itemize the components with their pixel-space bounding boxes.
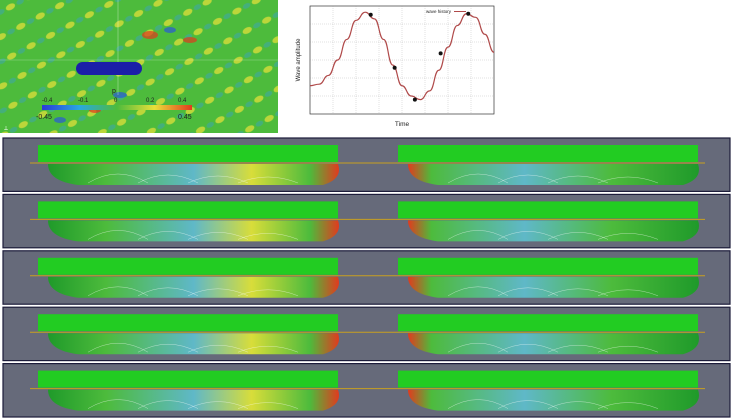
contour-line [497,400,559,409]
hull-left-pressure [48,389,339,411]
hull-right-pressure [408,164,699,185]
contour-line [597,289,659,296]
x-axis-label: Time [395,121,410,128]
contour-line [137,174,199,184]
series-line [309,11,495,101]
hull-left-pressure [48,164,339,185]
data-point [438,51,443,56]
hull-left-pressure [48,276,339,298]
data-point [412,97,417,102]
hull-left-deck [38,201,338,219]
colorbar [42,105,192,110]
contour-line [547,175,609,184]
tick-label: 0 [114,98,118,104]
contour-line [137,344,199,353]
contour-line [137,231,199,240]
hull-left-pressure [48,220,339,242]
data-point [392,65,397,70]
legend: wave history [426,9,466,14]
contour-line [237,176,299,184]
contour-line [547,401,609,409]
hull-left-pressure [48,333,339,355]
hull-right-deck [398,257,698,275]
contour-line [87,286,149,296]
hull-right-pressure [408,389,699,411]
tick-label: -0.1 [78,98,89,104]
contour-line [187,232,249,240]
hull-right-deck [398,370,698,388]
contour-line [497,344,559,353]
contour-line [87,173,149,184]
colorbar-max-label: 0.45 [178,114,192,121]
hull-right-deck [398,145,698,162]
wave-history-chart: wave history Time Wave amplitude [296,5,495,128]
contour-line [447,343,509,353]
contour-line [447,399,509,409]
hull-left-deck [38,314,338,332]
hull-right-pressure [408,276,699,298]
hull-left-deck [38,145,338,162]
y-axis-label: Wave amplitude [296,38,302,81]
contour-line [137,287,199,296]
contour-line [187,288,249,296]
hull-left-deck [38,257,338,275]
colorbar-min-label: -0.45 [36,114,52,121]
hull-right-pressure [408,333,699,355]
contour-line [597,346,659,353]
contour-line [187,345,249,353]
hull-left-deck [38,370,338,388]
snapshot-row [2,137,731,193]
hull-section [76,62,142,75]
contour-line [547,232,609,240]
contour-line [87,343,149,353]
colorbar-title: p [112,88,116,95]
tick-label: 0.2 [146,98,155,104]
contour-line [547,288,609,296]
contour-line [237,233,299,240]
pressure-field-panel: p -0.4 -0.1 0 0.2 0.4 -0.45 0.45 ⟂ [0,0,278,133]
contour-line [597,233,659,240]
hull-right-pressure [408,220,699,242]
contour-line [87,230,149,240]
snapshot-row [2,363,731,418]
contour-line [447,230,509,240]
contour-line [187,175,249,184]
contour-line [497,231,559,240]
hull-right-deck [398,201,698,219]
contour-line [447,173,509,184]
contour-line [237,402,299,409]
axes-triad-icon: ⟂ [4,125,8,132]
contour-line [497,287,559,296]
data-point [466,11,471,16]
legend-entry: wave history [426,9,452,14]
contour-line [597,402,659,409]
contour-line [187,401,249,409]
hull-right-deck [398,314,698,332]
contour-line [237,289,299,296]
data-point [368,12,373,17]
contour-line [87,399,149,409]
contour-line [137,400,199,409]
contour-line [597,176,659,184]
contour-line [497,174,559,184]
contour-line [547,345,609,353]
snapshot-row [2,193,731,249]
tick-label: 0.4 [178,98,187,104]
snapshot-row [2,306,731,362]
tick-label: -0.4 [42,98,53,104]
contour-line [237,346,299,353]
hull-snapshot-grid [2,137,731,418]
snapshot-row [2,250,731,305]
contour-line [447,286,509,296]
